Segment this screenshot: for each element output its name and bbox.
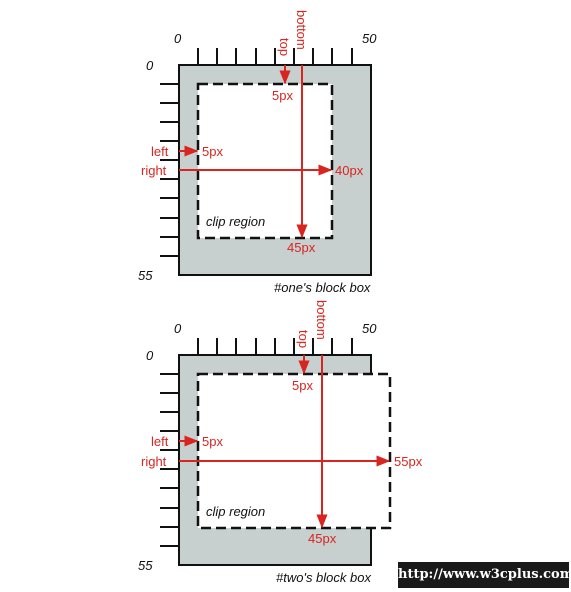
left-value-two: 5px [202,434,223,449]
site-watermark: http://www.w3cplus.com [398,562,571,588]
right-value-two: 55px [394,454,423,469]
top-value-two: 5px [292,378,313,393]
bottom-value-two: 45px [308,531,337,546]
caption-two: #two's block box [276,570,371,585]
clip-region-one [196,82,334,240]
x-axis-end-one: 50 [362,31,377,46]
y-axis-start-two: 0 [146,348,154,363]
top-label-one: top [277,38,292,56]
clip-region-label-one: clip region [206,214,265,229]
caption-one: #one's block box [274,280,371,295]
x-axis-start-two: 0 [174,321,182,336]
left-ruler-one [160,83,179,257]
diagram-two: 0 50 0 55 top 5px bottom 45px left 5px r… [138,300,423,585]
bottom-label-two: bottom [314,300,329,340]
right-value-one: 40px [335,163,364,178]
y-axis-start-one: 0 [146,58,154,73]
top-ruler-one [179,48,371,66]
top-value-one: 5px [272,88,293,103]
bottom-label-one: bottom [294,10,309,50]
left-label-one: left [151,144,169,159]
clip-region-two [196,372,392,530]
right-label-two: right [141,454,167,469]
right-label-one: right [141,163,167,178]
y-axis-end-two: 55 [138,558,153,573]
x-axis-end-two: 50 [362,321,377,336]
top-label-two: top [296,330,311,348]
inner-area-two [198,374,390,528]
left-ruler-two [160,373,179,547]
top-ruler-two [179,338,371,356]
left-label-two: left [151,434,169,449]
inner-area-one [198,84,332,238]
clip-region-label-two: clip region [206,504,265,519]
y-axis-end-one: 55 [138,268,153,283]
bottom-value-one: 45px [287,240,316,255]
left-value-one: 5px [202,144,223,159]
x-axis-start-one: 0 [174,31,182,46]
diagram-one: 0 50 0 55 top 5px bottom 45px left 5px r… [138,10,377,295]
